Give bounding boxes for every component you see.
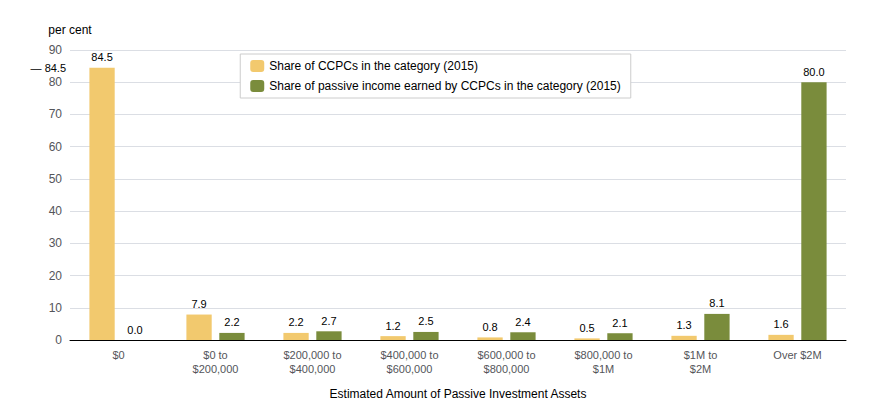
svg-text:$800,000 to: $800,000 to: [574, 349, 632, 361]
svg-text:$0 to: $0 to: [203, 349, 227, 361]
svg-text:20: 20: [49, 269, 63, 283]
svg-text:$200,000 to: $200,000 to: [283, 349, 341, 361]
svg-text:0.8: 0.8: [482, 321, 497, 333]
svg-text:$2M: $2M: [690, 363, 711, 375]
svg-text:per cent: per cent: [48, 23, 92, 37]
svg-text:80.0: 80.0: [803, 66, 824, 78]
svg-text:80: 80: [49, 75, 63, 89]
svg-text:2.2: 2.2: [224, 316, 239, 328]
svg-text:Over $2M: Over $2M: [773, 349, 821, 361]
svg-text:2.1: 2.1: [612, 317, 627, 329]
svg-text:$600,000: $600,000: [387, 363, 433, 375]
svg-text:50: 50: [49, 172, 63, 186]
svg-text:1.2: 1.2: [385, 320, 400, 332]
svg-text:$1M to: $1M to: [684, 349, 718, 361]
svg-text:Share of CCPCs in the category: Share of CCPCs in the category (2015): [269, 59, 478, 73]
svg-text:Estimated Amount of Passive In: Estimated Amount of Passive Investment A…: [330, 387, 587, 401]
svg-text:2.2: 2.2: [288, 316, 303, 328]
svg-text:30: 30: [49, 236, 63, 250]
svg-text:90: 90: [49, 43, 63, 57]
svg-text:2.4: 2.4: [515, 316, 530, 328]
svg-text:$800,000: $800,000: [484, 363, 530, 375]
svg-text:8.1: 8.1: [709, 297, 724, 309]
svg-text:0: 0: [55, 333, 62, 347]
svg-text:2.7: 2.7: [321, 315, 336, 327]
svg-text:$600,000 to: $600,000 to: [477, 349, 535, 361]
svg-text:$1M: $1M: [593, 363, 614, 375]
svg-text:10: 10: [49, 301, 63, 315]
svg-text:70: 70: [49, 107, 63, 121]
svg-text:— 84.5: — 84.5: [31, 62, 66, 74]
svg-text:60: 60: [49, 140, 63, 154]
svg-text:$400,000 to: $400,000 to: [380, 349, 438, 361]
svg-text:$0: $0: [112, 349, 124, 361]
svg-text:$200,000: $200,000: [193, 363, 239, 375]
svg-text:84.5: 84.5: [91, 51, 112, 63]
svg-text:1.3: 1.3: [676, 319, 691, 331]
svg-text:0.0: 0.0: [127, 324, 142, 336]
svg-text:0.5: 0.5: [579, 322, 594, 334]
svg-text:40: 40: [49, 204, 63, 218]
svg-text:$400,000: $400,000: [290, 363, 336, 375]
svg-text:Share of passive income earned: Share of passive income earned by CCPCs …: [269, 79, 621, 93]
svg-text:2.5: 2.5: [418, 315, 433, 327]
svg-text:1.6: 1.6: [773, 318, 788, 330]
svg-text:7.9: 7.9: [191, 298, 206, 310]
